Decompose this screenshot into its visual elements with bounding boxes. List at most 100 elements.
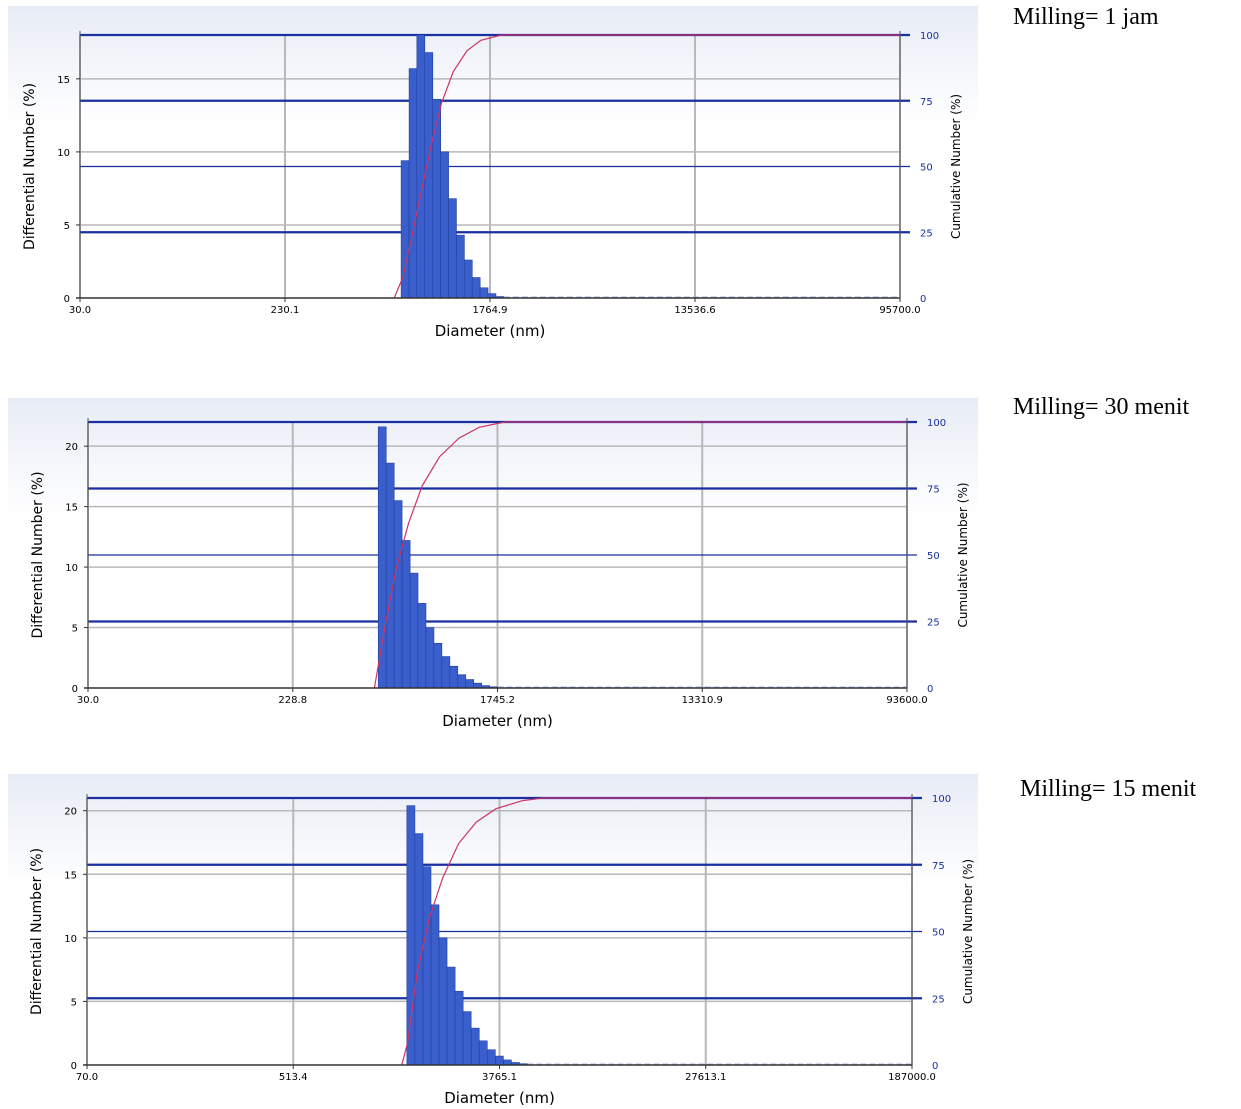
- histogram-bar: [424, 52, 434, 299]
- histogram-bar: [441, 656, 451, 689]
- x-tick-label: 30.0: [69, 305, 91, 316]
- y-tick-label: 15: [57, 75, 70, 86]
- x-tick-label: 513.4: [279, 1072, 308, 1083]
- y-tick-label: 10: [64, 934, 77, 945]
- x-tick-label: 95700.0: [879, 305, 920, 316]
- cumulative-line: [393, 34, 900, 299]
- cumulative-line: [373, 421, 907, 689]
- plot-background: [8, 6, 978, 342]
- histogram-bar: [393, 500, 403, 689]
- histogram-bar: [430, 904, 440, 1066]
- x-tick-label: 1764.9: [473, 305, 508, 316]
- histogram-bar: [408, 68, 418, 299]
- chart-panel-2: 30.0 228.8 1745.2 13310.9 93600.0 0 5 10 15 20 0 25…: [0, 392, 990, 742]
- y-tick-label: 0: [71, 1061, 77, 1072]
- chart-panel-3: 70.0 513.4 3765.1 27613.1 187000.0 0 5 10 15 20 0 2…: [0, 768, 990, 1109]
- chart-svg-2: 30.0 228.8 1745.2 13310.9 93600.005101520025…: [8, 398, 978, 734]
- y2-tick-label: 100: [920, 31, 939, 42]
- caption-2: Milling= 30 menit: [1013, 394, 1190, 420]
- y-axis-title: Differential Number (%): [22, 83, 38, 250]
- y2-tick-label: 25: [932, 994, 945, 1005]
- y-axis-title: Differential Number (%): [30, 471, 46, 638]
- histogram-bar: [454, 990, 464, 1066]
- y-tick-label: 15: [65, 503, 78, 514]
- chart-svg-1: 30.0 230.1 1764.9 13536.6 95700.005101502550…: [8, 6, 978, 342]
- plot-background: [8, 398, 978, 734]
- chart-svg-3: 70.0 513.4 3765.1 27613.1 187000.00510152002…: [8, 774, 978, 1107]
- x-tick-label: 187000.0: [888, 1072, 936, 1083]
- x-tick-label: 93600.0: [886, 695, 927, 706]
- x-tick-label: 30.0: [77, 695, 99, 706]
- y2-tick-label: 75: [932, 861, 945, 872]
- histogram-bar: [406, 805, 416, 1066]
- histogram-bar: [465, 679, 475, 689]
- y2-tick-label: 100: [927, 418, 946, 429]
- y-tick-label: 0: [72, 684, 78, 695]
- x-axis-title: Diameter (nm): [442, 712, 553, 730]
- y-tick-label: 10: [65, 563, 78, 574]
- histogram-bar: [414, 833, 424, 1066]
- y2-axis-title: Cumulative Number (%): [949, 94, 963, 239]
- histogram-bar: [438, 937, 448, 1066]
- y-tick-label: 10: [57, 148, 70, 159]
- histogram-bar: [479, 287, 489, 299]
- chart-panel-1: 30.0 230.1 1764.9 13536.6 95700.0 0 5 10 15 0 25 50…: [0, 0, 990, 350]
- y2-tick-label: 0: [932, 1061, 938, 1072]
- y-tick-label: 20: [65, 442, 78, 453]
- histogram-bar: [440, 151, 449, 299]
- y-tick-label: 5: [64, 221, 70, 232]
- histogram-bar: [422, 866, 432, 1066]
- histogram-bar: [385, 462, 395, 689]
- y-axis-title: Differential Number (%): [29, 848, 45, 1015]
- histogram-bar: [495, 1055, 504, 1066]
- y-tick-label: 5: [71, 997, 77, 1008]
- caption-1: Milling= 1 jam: [1013, 4, 1159, 30]
- y-tick-label: 15: [64, 870, 77, 881]
- histogram-bar: [432, 98, 441, 299]
- histogram-bar: [471, 277, 481, 299]
- y2-axis-title: Cumulative Number (%): [956, 482, 970, 627]
- histogram-bar: [377, 426, 387, 689]
- histogram-bar: [409, 572, 419, 689]
- histogram-bar: [470, 1027, 480, 1066]
- histogram-bar: [425, 627, 435, 689]
- histogram-bar: [478, 1040, 488, 1066]
- y2-tick-label: 75: [927, 485, 940, 496]
- y2-tick-label: 75: [920, 97, 933, 108]
- y2-tick-label: 100: [932, 794, 951, 805]
- cumulative-line: [401, 797, 912, 1066]
- histogram-bar: [462, 1011, 472, 1066]
- y2-tick-label: 50: [932, 928, 945, 939]
- y2-tick-label: 50: [927, 551, 940, 562]
- x-tick-label: 3765.1: [482, 1072, 517, 1083]
- y2-tick-label: 25: [927, 618, 940, 629]
- y-tick-label: 5: [72, 624, 78, 635]
- histogram-bar: [448, 198, 457, 299]
- y-tick-label: 0: [64, 294, 70, 305]
- histogram-bar: [401, 540, 411, 689]
- x-tick-label: 13536.6: [674, 305, 715, 316]
- histogram-bar: [473, 682, 483, 689]
- y2-tick-label: 0: [927, 684, 933, 695]
- x-tick-label: 228.8: [278, 695, 307, 706]
- histogram-bar: [503, 1059, 512, 1066]
- x-axis-title: Diameter (nm): [435, 322, 546, 340]
- histogram-bar: [456, 234, 465, 299]
- histogram-bar: [433, 642, 443, 689]
- histogram-bar: [416, 34, 426, 299]
- histogram-bar: [449, 665, 459, 689]
- y2-axis-title: Cumulative Number (%): [961, 859, 975, 1004]
- y-tick-label: 20: [64, 807, 77, 818]
- caption-3: Milling= 15 menit: [1020, 776, 1197, 802]
- y2-tick-label: 0: [920, 294, 926, 305]
- x-tick-label: 70.0: [76, 1072, 98, 1083]
- x-axis-title: Diameter (nm): [444, 1089, 555, 1107]
- y2-tick-label: 25: [920, 228, 933, 239]
- histogram-bar: [417, 603, 427, 689]
- histogram-bar: [457, 674, 467, 689]
- x-tick-label: 13310.9: [682, 695, 723, 706]
- histogram-bar: [446, 966, 456, 1066]
- x-tick-label: 27613.1: [685, 1072, 726, 1083]
- x-tick-label: 1745.2: [480, 695, 515, 706]
- y2-tick-label: 50: [920, 163, 933, 174]
